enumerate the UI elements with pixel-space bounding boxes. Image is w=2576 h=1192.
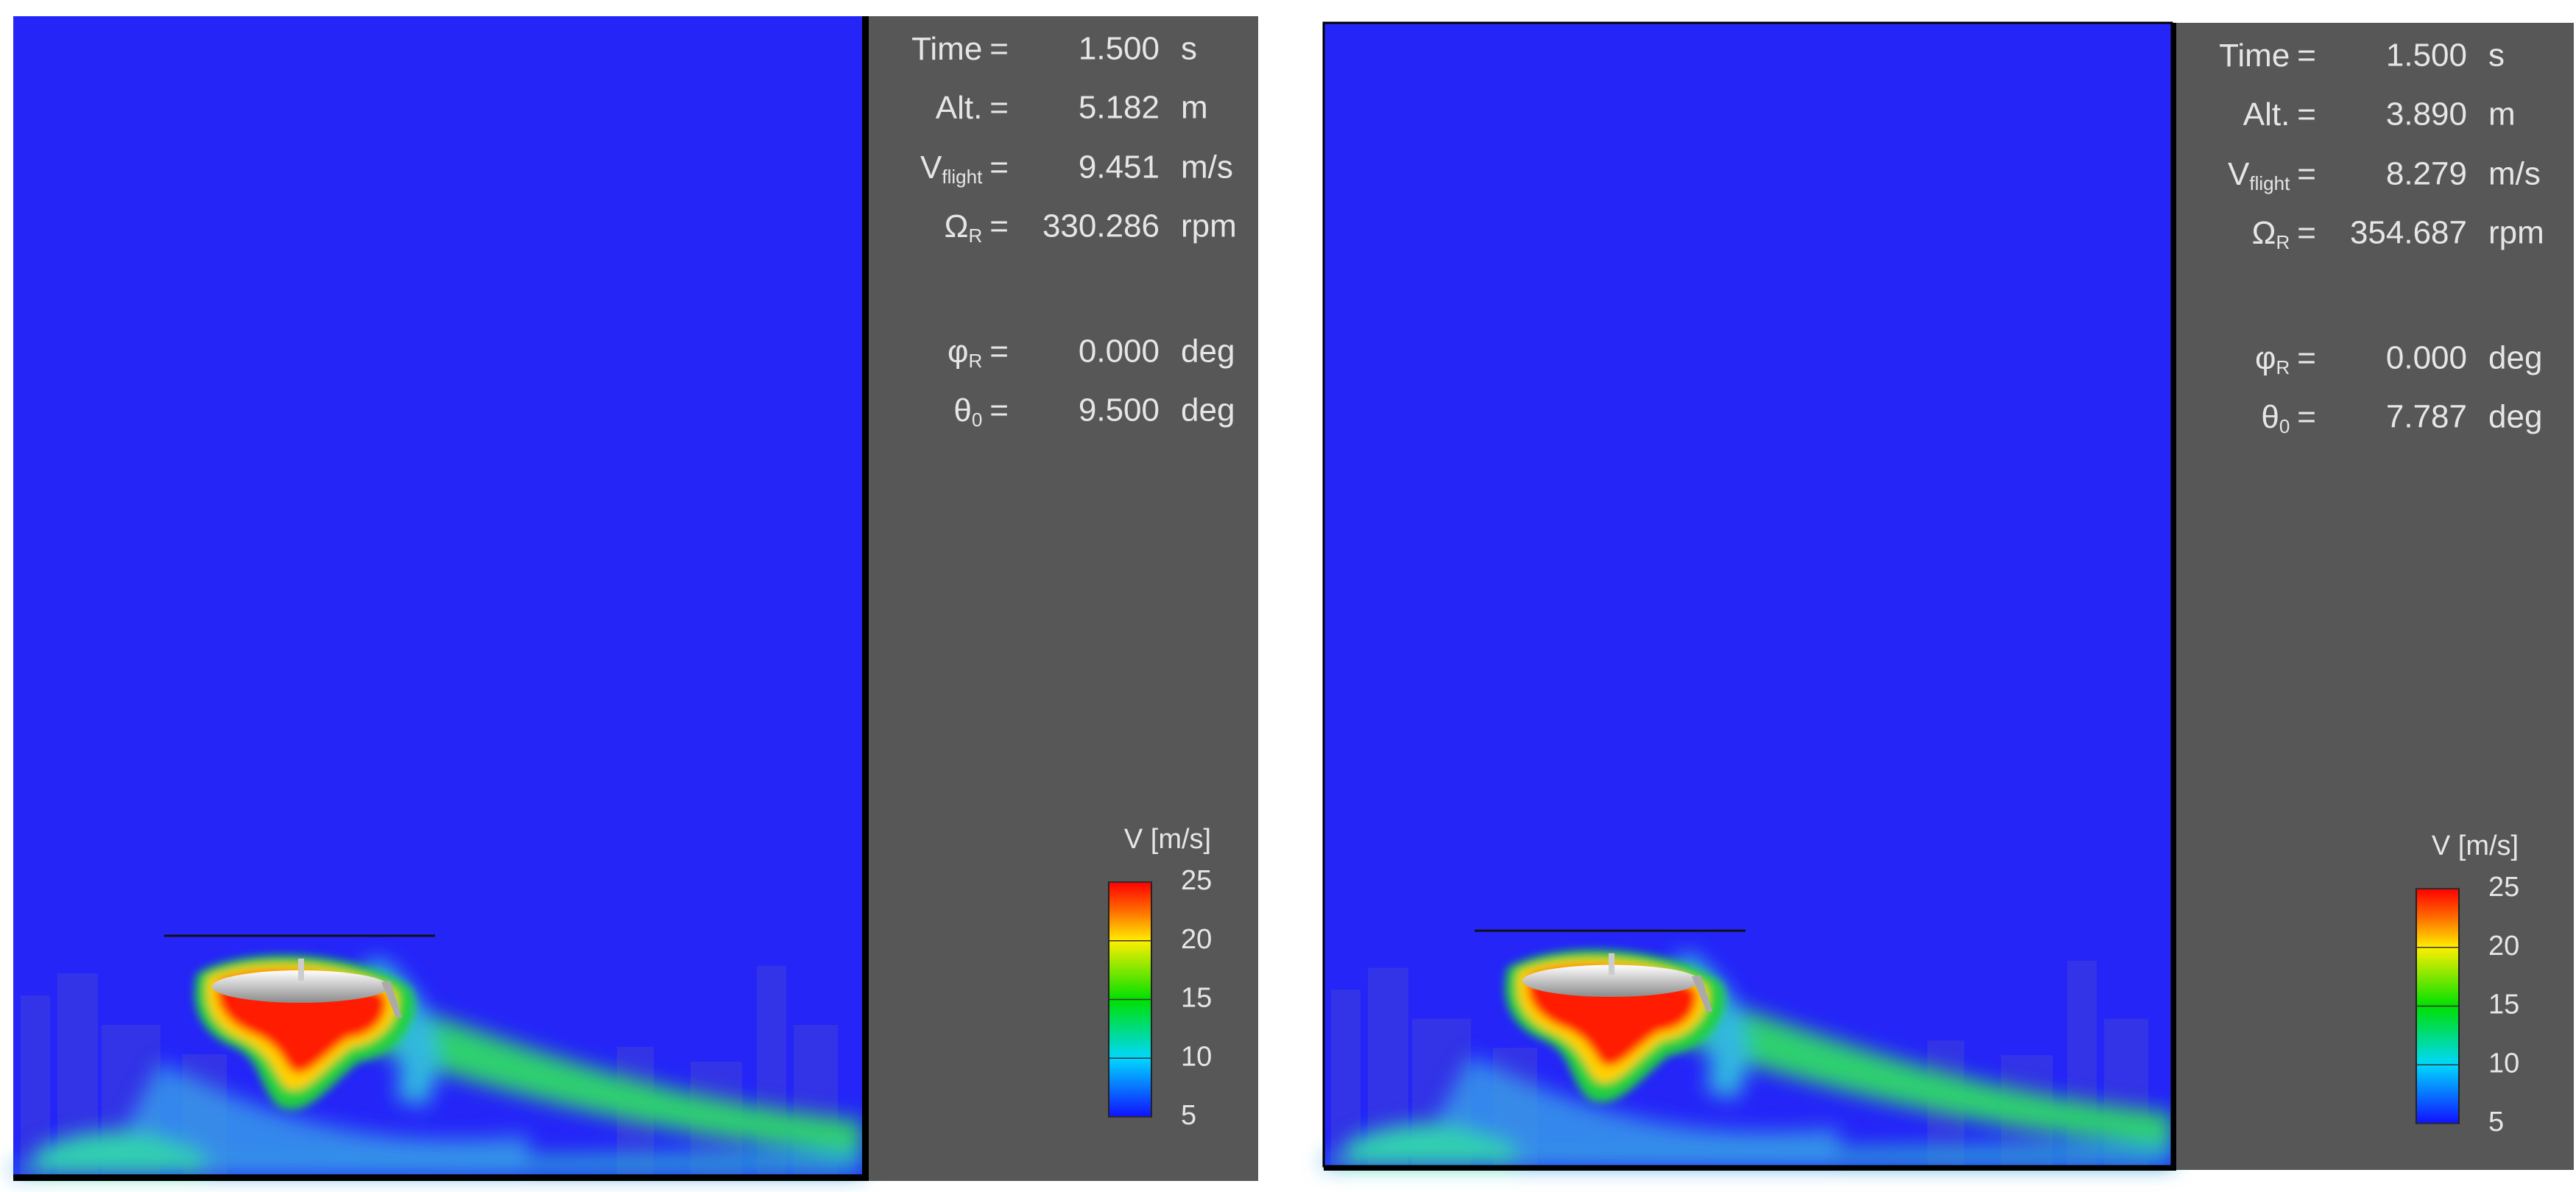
readout-value: 7.787 [2386,399,2467,435]
readout-sign: = [989,392,1009,429]
readout-symbol: Alt. [936,90,983,126]
readout-symbol: V [2228,156,2250,192]
readout-unit: deg [2488,340,2542,376]
readout-sign: = [2297,38,2316,74]
readout-unit: deg [1181,392,1235,429]
readout-label: φR = [2255,340,2316,378]
readout-symbol: φ [2255,340,2276,376]
readout-subscript: 0 [2279,415,2290,437]
readout-label: θ0 = [2261,399,2316,437]
readout-unit: deg [1181,334,1235,370]
readout-label: ΩR = [2252,215,2316,253]
colorbar-tick-label: 10 [1181,1041,1212,1072]
readout-label: Vflight = [2228,156,2316,194]
readout-sign: = [2297,156,2316,192]
readout-unit: rpm [2488,215,2544,251]
readout-subscript: 0 [972,409,982,431]
readout-symbol: θ [2261,399,2279,435]
readout-subscript: R [969,225,983,247]
readout-unit: m [2488,96,2516,133]
readout-symbol: φ [948,334,969,370]
readout-unit: s [2488,38,2505,74]
readout-sign: = [989,31,1009,67]
readout-value: 0.000 [2386,340,2467,376]
readout-subscript: flight [942,166,983,188]
readout-sign: = [2297,96,2316,133]
readout-label: θ0 = [953,392,1009,431]
readout-label: Vflight = [920,149,1009,188]
readout-symbol: Time [2219,38,2290,74]
readout-value: 8.279 [2386,156,2467,192]
readout-value: 9.451 [1079,149,1160,186]
readout-value: 5.182 [1079,90,1160,126]
readout-value: 354.687 [2350,215,2467,251]
readout-label: Alt. = [2243,96,2316,133]
colorbar-tick-label: 10 [2488,1048,2519,1079]
readout-symbol: θ [953,392,971,429]
readout-label: Alt. = [936,90,1009,126]
readout-value: 0.000 [1079,334,1160,370]
readout-unit: rpm [1181,208,1237,244]
readout-unit: s [1181,31,1197,67]
readout-value: 1.500 [2386,38,2467,74]
colorbar-tick-label: 25 [1181,865,1212,896]
readout-label: φR = [948,334,1009,372]
readout-unit: m/s [2488,156,2541,192]
readout-symbol: Time [911,31,982,67]
readout-sign: = [2297,340,2316,376]
colorbar-tick-label: 15 [1181,983,1212,1014]
colorbar-title: V [m/s] [2432,830,2519,861]
colorbar-tick-label: 25 [2488,872,2519,903]
colorbar-tick-label: 5 [2488,1107,2504,1138]
colorbar-tick-label: 20 [2488,931,2519,962]
colorbar-title: V [m/s] [1124,824,1211,855]
readout-sign: = [2297,399,2316,435]
readout-unit: m [1181,90,1208,126]
readout-subscript: R [2276,356,2290,378]
colorbar-tick-label: 15 [2488,990,2519,1020]
colorbar-tick-label: 5 [1181,1100,1196,1131]
readout-subscript: flight [2249,172,2290,194]
readout-subscript: R [2276,231,2290,253]
readout-label: Time = [911,31,1009,67]
readout-sign: = [989,334,1009,370]
readout-value: 3.890 [2386,96,2467,133]
readout-value: 330.286 [1042,208,1160,244]
readout-sign: = [989,90,1009,126]
readout-sign: = [989,208,1009,244]
readout-label: Time = [2219,38,2316,74]
info-panel [869,16,1258,1181]
readout-symbol: V [920,149,942,186]
readout-subscript: R [969,350,983,372]
readout-symbol: Ω [2252,215,2276,251]
readout-value: 1.500 [1079,31,1160,67]
readout-label: ΩR = [945,208,1009,247]
readout-unit: m/s [1181,149,1233,186]
readout-value: 9.500 [1079,392,1160,429]
readout-symbol: Ω [945,208,969,244]
info-panel [2176,23,2574,1170]
colorbar-tick-label: 20 [1181,924,1212,955]
readout-sign: = [989,149,1009,186]
readout-unit: deg [2488,399,2542,435]
readout-symbol: Alt. [2243,96,2290,133]
readout-sign: = [2297,215,2316,251]
